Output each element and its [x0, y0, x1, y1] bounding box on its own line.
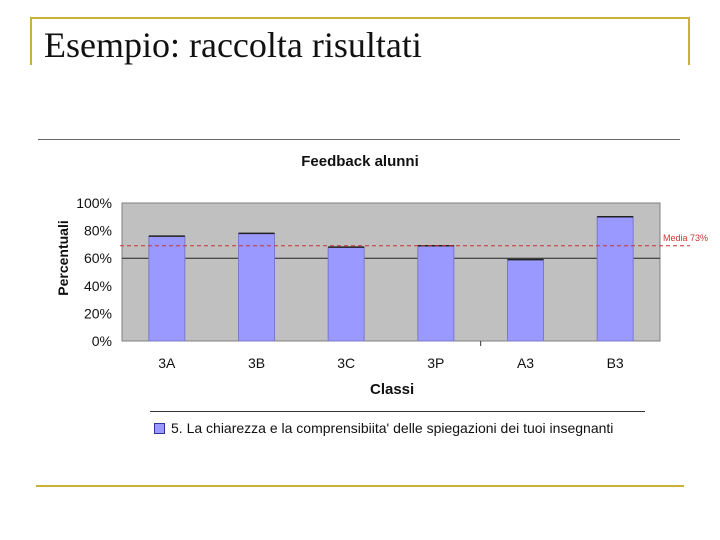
x-tick-label: A3: [517, 355, 534, 371]
bar: [417, 245, 455, 342]
plot-area: [121, 202, 661, 342]
chart-top-border: [38, 139, 680, 140]
bar: [596, 216, 634, 342]
bar: [148, 235, 186, 342]
legend: 5. La chiarezza e la comprensibiita' del…: [154, 420, 613, 436]
x-tick-label: 3P: [427, 355, 444, 371]
title-right-rule: [688, 17, 690, 65]
x-tick-label: 3C: [337, 355, 355, 371]
y-tick-label: 80%: [84, 223, 112, 239]
y-tick-label: 100%: [76, 195, 112, 211]
legend-swatch: [154, 422, 165, 434]
legend-rule: [150, 411, 645, 412]
title-top-rule: [30, 17, 690, 19]
title-left-rule: [30, 17, 32, 65]
x-tick-label: 3A: [158, 355, 176, 371]
slide-title: Esempio: raccolta risultati: [44, 25, 422, 65]
y-tick-label: 0%: [92, 333, 112, 349]
x-tick-label: B3: [607, 355, 624, 371]
legend-label: 5. La chiarezza e la comprensibiita' del…: [171, 420, 614, 436]
y-tick-label: 40%: [84, 278, 112, 294]
bar: [507, 259, 544, 342]
mean-line-label: Media 73%: [663, 233, 708, 243]
x-tick-label: 3B: [248, 355, 265, 371]
chart-title: Feedback alunni: [301, 153, 419, 170]
x-axis-label: Classi: [370, 381, 415, 398]
bar: [327, 246, 365, 342]
y-tick-label: 60%: [84, 250, 112, 266]
footer-rule: [36, 485, 684, 487]
bar: [238, 232, 275, 342]
y-tick-label: 20%: [84, 305, 112, 321]
